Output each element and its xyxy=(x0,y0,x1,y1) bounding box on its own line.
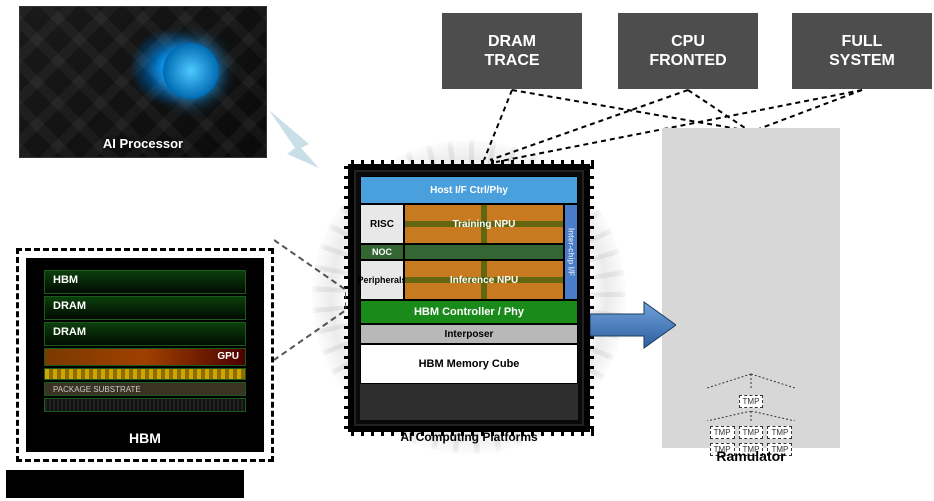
chip-inference-label: Inference NPU xyxy=(450,275,518,286)
ramulator-label: Ramulator xyxy=(662,448,840,464)
top-box-cpu-fronted: CPU FRONTED xyxy=(618,13,758,89)
top-box-label: DRAM xyxy=(488,33,536,50)
hbm-layer-label: DRAM xyxy=(53,326,86,338)
ai-computing-platforms-chip: Host I/F Ctrl/Phy RISC NOC Peripherals T… xyxy=(348,164,590,432)
hbm-panel: HBM DRAM DRAM GPU PACKAGE SUBSTRATE HBM xyxy=(16,248,274,462)
chip-noc: NOC xyxy=(360,244,404,260)
ai-processor-panel: AI Processor xyxy=(19,6,267,158)
chip-training-label: Training NPU xyxy=(453,219,516,230)
chip-interposer: Interposer xyxy=(360,324,578,344)
chip-risc: RISC xyxy=(360,204,404,244)
top-box-dram-trace: DRAM TRACE xyxy=(442,13,582,89)
top-box-label: FULL xyxy=(842,33,883,50)
tmp-node: TMP xyxy=(739,426,764,439)
chip-noc-mid xyxy=(404,244,564,260)
chip-peripherals: Peripherals xyxy=(360,260,404,300)
chip-interchip-if: Inter-chip I/F xyxy=(564,204,578,300)
tmp-node: TMP xyxy=(767,426,792,439)
top-box-full-system: FULL SYSTEM xyxy=(792,13,932,89)
chip-training-npu: Training NPU xyxy=(404,204,564,244)
hbm-layer: DRAM xyxy=(44,322,246,346)
ai-processor-graphic xyxy=(20,7,266,157)
top-box-label: SYSTEM xyxy=(829,52,895,69)
tmp-tree-connectors-mid xyxy=(672,411,830,421)
tmp-node: TMP xyxy=(710,426,735,439)
chip-inference-npu: Inference NPU xyxy=(404,260,564,300)
ai-processor-label: AI Processor xyxy=(20,136,266,151)
brain-icon xyxy=(163,43,219,99)
hbm-layer-label: DRAM xyxy=(53,300,86,312)
hbm-graphic: HBM DRAM DRAM GPU PACKAGE SUBSTRATE HBM xyxy=(26,258,264,452)
tmp-node: TMP xyxy=(739,395,764,408)
chip-hbm-cube: HBM Memory Cube xyxy=(360,344,578,384)
chip-body: Host I/F Ctrl/Phy RISC NOC Peripherals T… xyxy=(360,176,578,420)
gpu-label: GPU xyxy=(217,351,239,362)
hbm-layer-base xyxy=(44,398,246,412)
arrow-processor-to-center-icon xyxy=(267,108,319,168)
bottom-black-bar xyxy=(6,470,244,498)
chip-hbm-controller: HBM Controller / Phy xyxy=(360,300,578,324)
hbm-layer: HBM xyxy=(44,270,246,294)
tmp-tree: TMP TMP TMP TMP TMP TMP TMP xyxy=(672,372,830,456)
hbm-layer: DRAM xyxy=(44,296,246,320)
hbm-label: HBM xyxy=(26,430,264,446)
hbm-layer-label: HBM xyxy=(53,274,78,286)
hbm-layer-package: PACKAGE SUBSTRATE xyxy=(44,382,246,396)
package-label: PACKAGE SUBSTRATE xyxy=(53,385,141,394)
hbm-layer-substrate xyxy=(44,368,246,380)
top-box-label: FRONTED xyxy=(649,52,726,69)
top-box-label: TRACE xyxy=(484,52,539,69)
hbm-layer-gpu: GPU xyxy=(44,348,246,366)
chip-host-row: Host I/F Ctrl/Phy xyxy=(360,176,578,204)
arrow-chip-to-ramulator-icon xyxy=(590,300,676,350)
tmp-tree-connectors-top xyxy=(672,372,830,390)
top-box-label: CPU xyxy=(671,33,705,50)
chip-label: AI Computing Platforms xyxy=(354,430,584,444)
